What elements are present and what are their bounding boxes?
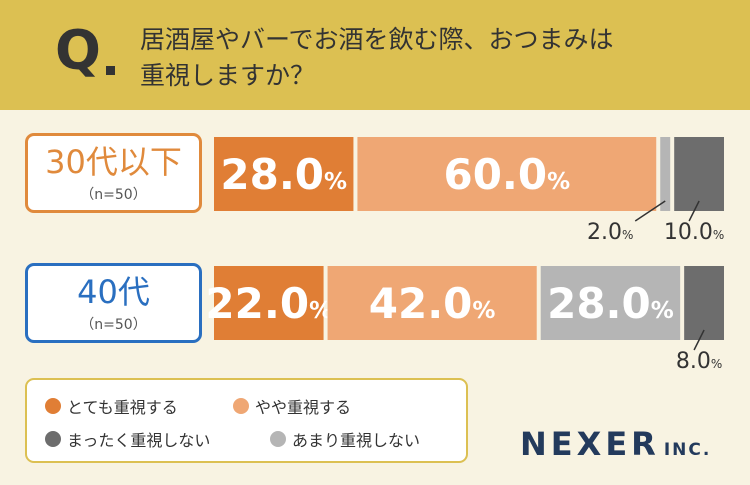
legend-item-very-important: とても重視する <box>45 394 178 418</box>
group-sample-size: （n=50） <box>80 317 147 333</box>
legend-item-not-very-important: あまり重視しない <box>270 427 420 451</box>
leader-line <box>688 200 700 222</box>
bar-segment <box>674 137 724 211</box>
legend-label: やや重視する <box>255 398 352 417</box>
group-name: 30代以下 <box>45 143 182 181</box>
legend-swatch <box>45 431 61 447</box>
question-mark: Q <box>55 19 101 82</box>
bar-segment <box>214 137 354 211</box>
logo-wordmark: NEXER <box>520 425 660 463</box>
bar-value-label: 10.0% <box>664 220 724 245</box>
legend: とても重視する やや重視する まったく重視しない あまり重視しない <box>25 378 468 463</box>
legend-item-not-at-all-important: まったく重視しない <box>45 427 210 451</box>
bar-value-label: 28.0% <box>220 150 347 199</box>
group-label-30s-and-under: 30代以下 （n=50） <box>25 133 202 213</box>
bar-value-label: 42.0% <box>369 279 496 328</box>
question-mark-dot <box>106 66 115 75</box>
legend-label: まったく重視しない <box>67 431 211 450</box>
legend-swatch <box>45 398 61 414</box>
bar-segment <box>684 266 724 340</box>
bar-segment <box>327 266 537 340</box>
bar-segment <box>540 266 681 340</box>
bar-value-label: 60.0% <box>443 150 570 199</box>
bar-value-label: 8.0% <box>676 349 722 374</box>
logo-suffix: INC. <box>663 440 712 460</box>
bar-segment <box>357 137 657 211</box>
legend-item-somewhat-important: やや重視する <box>233 394 351 418</box>
question-text-line2: 重視しますか？ <box>140 61 316 90</box>
bar-value-label: 2.0% <box>587 220 633 245</box>
bar-value-label: 28.0% <box>547 279 674 328</box>
legend-label: あまり重視しない <box>292 431 421 450</box>
group-label-40s: 40代 （n=50） <box>25 263 202 343</box>
legend-swatch <box>270 431 286 447</box>
question-text-line1: 居酒屋やバーでお酒を飲む際、おつまみは <box>140 25 614 54</box>
group-name: 40代 <box>77 273 150 311</box>
bar-segment <box>214 266 324 340</box>
question-header: Q 居酒屋やバーでお酒を飲む際、おつまみは 重視しますか？ <box>0 0 750 110</box>
bar-value-label: 22.0% <box>205 279 332 328</box>
legend-label: とても重視する <box>67 398 178 417</box>
leader-line <box>634 200 666 222</box>
leader-line <box>693 329 705 351</box>
bar-segment <box>660 137 671 211</box>
group-sample-size: （n=50） <box>80 187 147 203</box>
company-logo: NEXER INC. <box>520 428 711 460</box>
legend-swatch <box>233 398 249 414</box>
